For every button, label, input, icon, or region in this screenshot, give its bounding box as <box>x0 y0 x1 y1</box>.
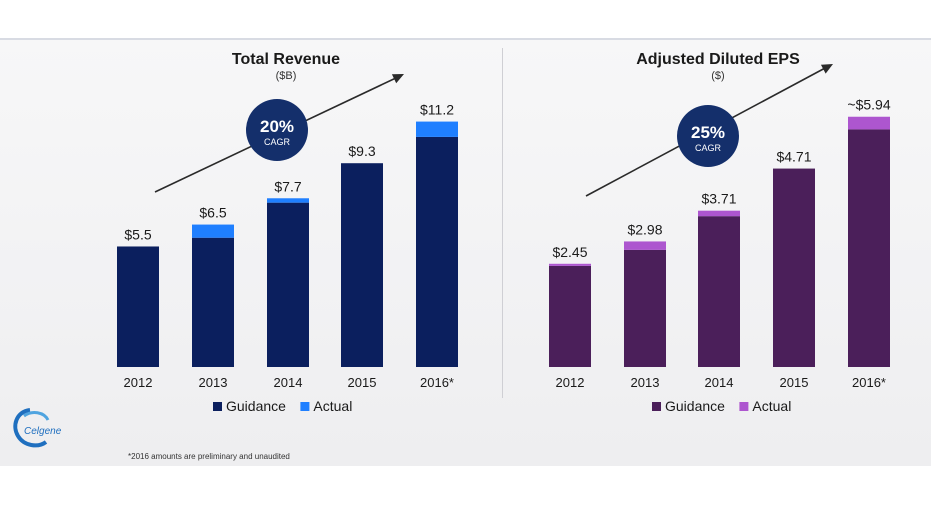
bar-guidance <box>549 265 591 367</box>
bar-actual <box>624 241 666 250</box>
bar-actual <box>192 224 234 238</box>
bar-total-label: $2.45 <box>552 244 587 260</box>
legend-label: Actual <box>752 398 791 414</box>
bottom-band <box>0 466 931 506</box>
chart-subtitle: ($B) <box>276 70 297 82</box>
cagr-label: CAGR <box>264 137 291 147</box>
chart-subtitle: ($) <box>711 70 724 82</box>
legend-swatch <box>300 402 310 411</box>
bar-guidance <box>624 249 666 367</box>
top-divider <box>0 38 931 40</box>
x-tick-label: 2015 <box>348 375 377 390</box>
legend-label: Guidance <box>226 398 286 414</box>
chart-divider <box>502 48 503 398</box>
legend-label: Actual <box>313 398 352 414</box>
legend-label: Guidance <box>665 398 725 414</box>
chart-title: Adjusted Diluted EPS <box>636 51 800 68</box>
bar-total-label: $7.7 <box>274 178 301 194</box>
bar-guidance <box>848 129 890 367</box>
bar-actual <box>848 116 890 130</box>
bar-total-label: $3.71 <box>701 191 736 207</box>
bar-total-label: $9.3 <box>348 143 375 159</box>
legend-swatch <box>213 402 222 411</box>
bar-total-label: $5.5 <box>124 226 151 242</box>
legend-swatch <box>652 402 661 411</box>
chart-title: Total Revenue <box>232 51 340 68</box>
bar-actual <box>267 198 309 203</box>
bar-guidance <box>117 246 159 367</box>
cagr-label: CAGR <box>695 143 722 153</box>
x-tick-label: 2015 <box>780 375 809 390</box>
revenue-chart: Total Revenue ($B) $5.5 2012 $6.5 2013 $7.7 201… <box>117 51 458 414</box>
bar-total-label: $6.5 <box>199 205 226 221</box>
logo-text: Celgene <box>24 426 62 437</box>
cagr-value: 25% <box>691 123 725 142</box>
x-tick-label: 2013 <box>631 375 660 390</box>
bar-guidance <box>698 216 740 367</box>
cagr-badge <box>246 99 308 161</box>
bar-actual <box>416 121 458 137</box>
bar-total-label: $2.98 <box>627 221 662 237</box>
x-tick-label: 2014 <box>274 375 303 390</box>
bar-guidance <box>192 237 234 367</box>
x-tick-label: 2016* <box>852 375 886 390</box>
bar-guidance <box>773 168 815 367</box>
celgene-logo: Celgene <box>13 408 62 448</box>
bar-guidance <box>416 136 458 367</box>
bar-actual <box>698 210 740 217</box>
x-tick-label: 2012 <box>556 375 585 390</box>
x-tick-label: 2014 <box>705 375 734 390</box>
x-tick-label: 2013 <box>199 375 228 390</box>
x-tick-label: 2016* <box>420 375 454 390</box>
cagr-badge <box>677 105 739 167</box>
x-tick-label: 2012 <box>124 375 153 390</box>
trend-arrow-head <box>391 74 404 84</box>
bar-total-label: $4.71 <box>776 149 811 165</box>
trend-arrow-head <box>820 64 833 74</box>
bar-guidance <box>341 163 383 367</box>
bar-actual <box>549 263 591 266</box>
eps-chart: Adjusted Diluted EPS ($) $2.45 2012 $2.98 201… <box>549 51 891 414</box>
bar-total-label: $11.2 <box>420 102 454 118</box>
footnote: *2016 amounts are preliminary and unaudi… <box>128 452 290 461</box>
cagr-value: 20% <box>260 117 294 136</box>
legend-swatch <box>739 402 749 411</box>
bar-guidance <box>267 202 309 367</box>
bar-total-label: ~$5.94 <box>847 97 890 113</box>
